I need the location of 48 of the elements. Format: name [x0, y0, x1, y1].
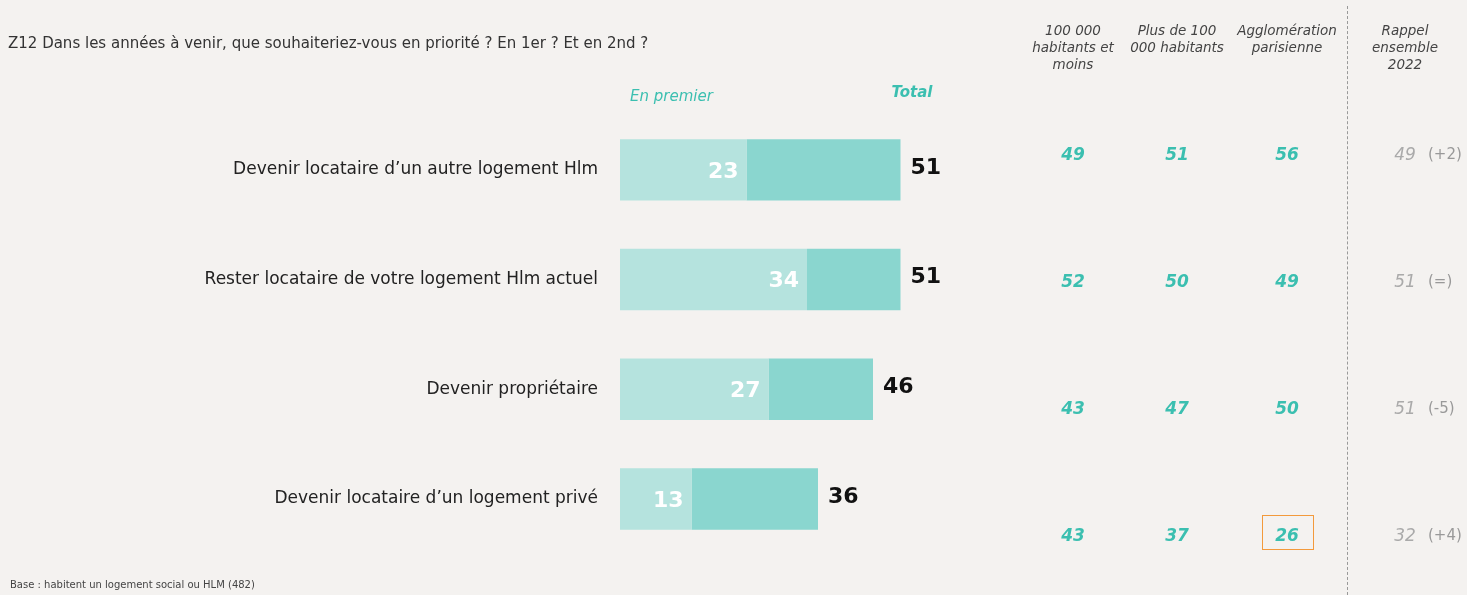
text: 56	[1274, 144, 1300, 164]
text: Rappel ensemble 2022	[1371, 22, 1439, 73]
data-label: 27	[729, 376, 761, 402]
bar	[691, 468, 818, 530]
text: En premier	[630, 86, 714, 105]
text: Base : habitent un logement social ou HLM (482)	[10, 579, 255, 590]
text: 51	[1394, 271, 1416, 291]
data-label: 13	[652, 486, 684, 512]
text: Z12 Dans les années à venir, que souhaiteriez-vous en priorité ? En 1er ? Et en 2nd ?	[8, 34, 649, 52]
text: 100 000 habitants et moins	[1031, 22, 1115, 73]
data-label: 23	[707, 157, 739, 183]
text: Plus de 100 000 habitants	[1129, 22, 1225, 56]
total-label: 36	[828, 482, 859, 508]
bar	[746, 139, 901, 201]
text: 43	[1060, 525, 1086, 545]
total-label: 51	[910, 263, 942, 289]
text: (+4)	[1428, 526, 1463, 544]
y-tick-label: Rester locataire de votre logement Hlm actuel	[204, 267, 598, 288]
text: 50	[1164, 271, 1190, 291]
text: 26	[1274, 525, 1300, 545]
text: 50	[1274, 398, 1300, 418]
bar	[768, 358, 873, 420]
bar	[620, 139, 747, 201]
text: Total	[891, 82, 934, 101]
total-label: 46	[883, 372, 914, 398]
text: 49	[1274, 271, 1300, 291]
bar	[620, 468, 692, 530]
text: 32	[1394, 525, 1416, 545]
data-label: 34	[768, 267, 799, 293]
text: Agglomération parisienne	[1235, 22, 1338, 56]
y-tick-label: Devenir propriétaire	[426, 377, 598, 398]
text: 51	[1394, 398, 1416, 418]
bar	[620, 248, 807, 311]
text: 49	[1394, 144, 1416, 164]
text: (-5)	[1428, 399, 1456, 417]
text: 43	[1060, 398, 1086, 418]
text: 37	[1164, 525, 1190, 545]
text: 49	[1060, 144, 1086, 164]
y-tick-label: Devenir locataire d’un autre logement Hlm	[233, 158, 598, 179]
text: (+2)	[1428, 145, 1463, 163]
total-label: 51	[910, 153, 942, 179]
text: (=)	[1428, 272, 1454, 290]
bar	[807, 248, 901, 311]
text: 51	[1164, 144, 1190, 164]
text: 47	[1164, 398, 1190, 418]
text: 52	[1060, 271, 1086, 291]
bar	[620, 358, 769, 420]
y-tick-label: Devenir locataire d’un logement privé	[274, 487, 598, 508]
